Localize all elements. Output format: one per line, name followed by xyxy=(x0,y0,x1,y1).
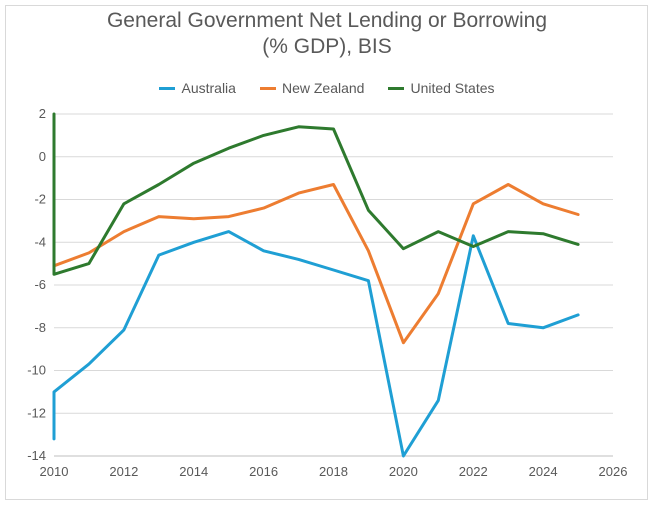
y-tick-label--6: -6 xyxy=(34,277,46,292)
legend-swatch-australia xyxy=(159,86,176,90)
y-tick-label--14: -14 xyxy=(27,448,46,463)
legend-swatch-new-zealand xyxy=(259,86,276,90)
x-tick-label-2014: 2014 xyxy=(179,464,208,479)
gridlines xyxy=(54,113,613,457)
chart-title-line-2: (% GDP), BIS xyxy=(262,35,392,58)
legend-item-australia: Australia xyxy=(159,80,236,96)
y-axis-tick-labels: 2 0 -2 -4 -6 -8 -10 -12 -14 xyxy=(27,106,46,463)
chart-legend: Australia New Zealand United States xyxy=(0,80,654,96)
legend-label-australia: Australia xyxy=(181,80,236,96)
legend-swatch-united-states xyxy=(388,86,405,90)
y-tick-label--4: -4 xyxy=(34,234,46,249)
y-tick-label--10: -10 xyxy=(27,363,46,378)
x-tick-label-2010: 2010 xyxy=(40,464,69,479)
y-tick-label--12: -12 xyxy=(27,405,46,420)
x-axis-tick-labels: 2010 2012 2014 2016 2018 2020 2022 2024 2026 xyxy=(40,464,628,479)
chart-title: General Government Net Lending or Borrow… xyxy=(0,8,654,60)
x-tick-label-2018: 2018 xyxy=(319,464,348,479)
y-tick-label--8: -8 xyxy=(34,320,46,335)
x-tick-label-2026: 2026 xyxy=(599,464,628,479)
y-tick-label-0: 0 xyxy=(39,149,46,164)
series-line-united-states xyxy=(52,112,580,276)
series-lines xyxy=(52,112,580,458)
legend-label-new-zealand: New Zealand xyxy=(281,80,365,96)
x-tick-label-2016: 2016 xyxy=(249,464,278,479)
chart-title-line-1: General Government Net Lending or Borrow… xyxy=(106,9,548,32)
chart-frame xyxy=(5,5,648,500)
x-tick-label-2024: 2024 xyxy=(529,464,558,479)
legend-label-united-states: United States xyxy=(410,80,495,96)
series-line-new-zealand xyxy=(52,183,580,345)
legend-item-new-zealand: New Zealand xyxy=(259,80,365,96)
y-tick-label-2: 2 xyxy=(39,106,46,121)
x-tick-label-2022: 2022 xyxy=(459,464,488,479)
y-tick-label--2: -2 xyxy=(34,192,46,207)
legend-item-united-states: United States xyxy=(388,80,495,96)
series-line-australia xyxy=(52,230,580,458)
x-tick-label-2012: 2012 xyxy=(109,464,138,479)
x-tick-label-2020: 2020 xyxy=(389,464,418,479)
